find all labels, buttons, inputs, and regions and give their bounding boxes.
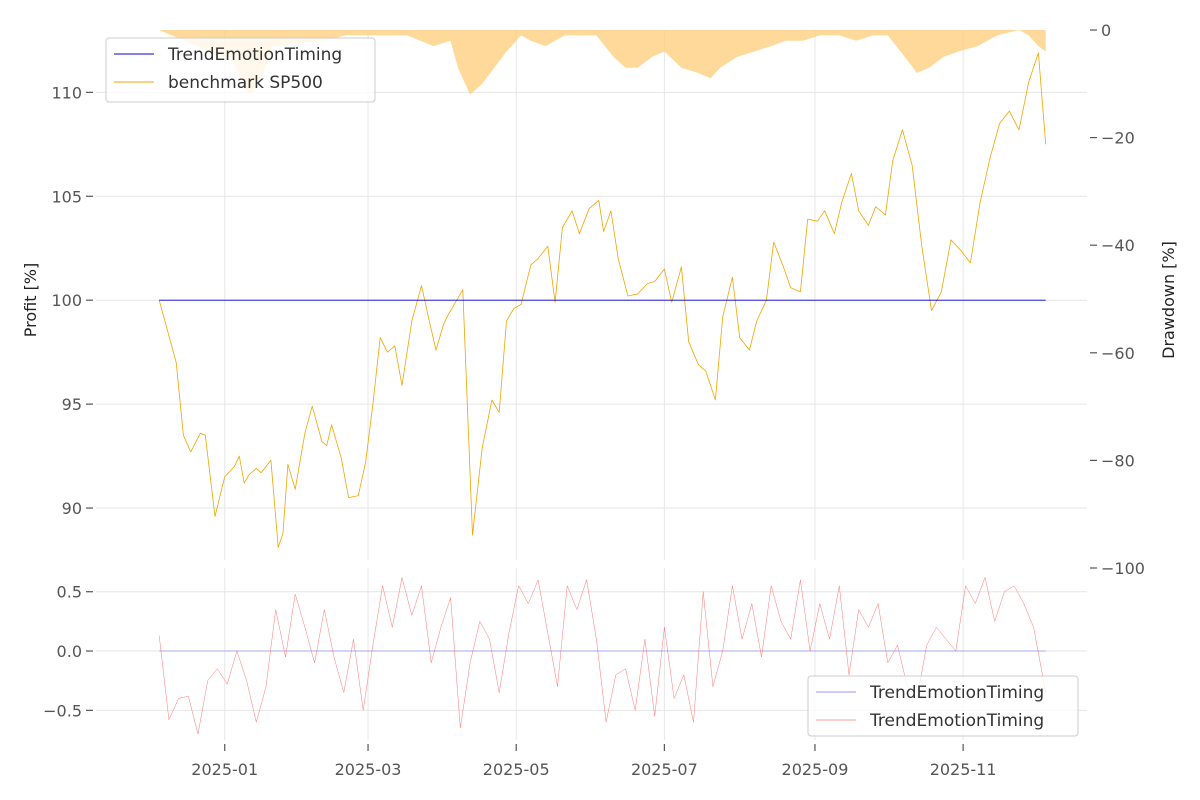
legend-top-label: benchmark SP500 (168, 73, 323, 93)
y-tick-label: 105 (51, 187, 82, 206)
y2-tick-label: −100 (1101, 559, 1145, 578)
y2-tick-label: −20 (1101, 129, 1135, 148)
x-tick-label: 2025-09 (782, 760, 849, 779)
legend-layer: TrendEmotionTiming benchmark SP500 TrendEm… (105, 37, 1079, 737)
legend-bottom-box (807, 675, 1079, 737)
drawdown-axis-title: Drawdown [%] (1159, 241, 1178, 359)
grid-layer (96, 30, 1087, 740)
x-tick-label: 2025-03 (335, 760, 402, 779)
y-tick-label: 95 (62, 395, 82, 414)
x-tick-label: 2025-07 (631, 760, 698, 779)
y-tick-label: 110 (51, 83, 82, 102)
legend-top-label: TrendEmotionTiming (167, 45, 342, 65)
y-tick-label: 0.5 (57, 583, 82, 602)
x-tick-label: 2025-01 (191, 760, 258, 779)
y2-tick-label: 0 (1101, 21, 1111, 40)
y2-tick-label: −60 (1101, 344, 1135, 363)
x-tick-label: 2025-05 (483, 760, 550, 779)
legend-bottom-label: TrendEmotionTiming (869, 683, 1044, 703)
x-tick-label: 2025-11 (930, 760, 997, 779)
profit-axis-title: Profit [%] (21, 263, 40, 338)
legend-bottom-label: TrendEmotionTiming (869, 711, 1044, 731)
y2-tick-label: −40 (1101, 236, 1135, 255)
signal-line (158, 577, 1046, 735)
y-tick-label: −0.5 (43, 701, 82, 720)
series-layer (158, 52, 1047, 735)
axes-layer: 90 95 100 105 110 0 −20 −40 −60 −80 −100 −0.5 0.0 0.5… (43, 21, 1145, 779)
y2-tick-label: −80 (1101, 451, 1135, 470)
y-tick-label: 0.0 (57, 642, 82, 661)
legend-top-box (105, 37, 376, 103)
y-tick-label: 100 (51, 291, 82, 310)
y-tick-label: 90 (62, 499, 82, 518)
benchmark-sp500-line (158, 52, 1047, 548)
